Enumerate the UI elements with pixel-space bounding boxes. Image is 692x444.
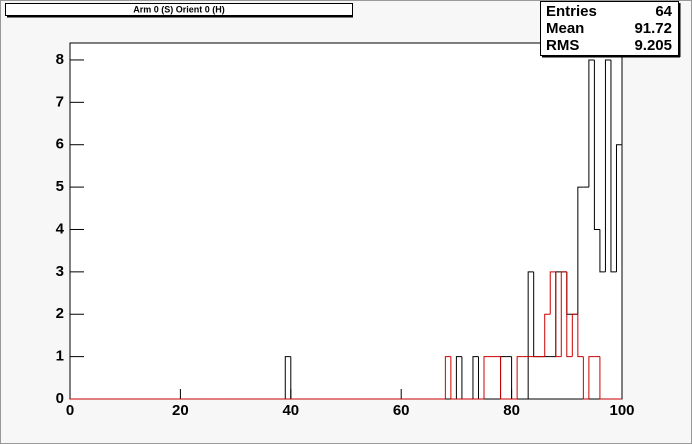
histogram-bin bbox=[472, 356, 479, 399]
histogram-bin bbox=[599, 356, 606, 400]
x-tick-label: 40 bbox=[282, 402, 299, 419]
stats-box bbox=[540, 1, 679, 56]
y-tick-label: 7 bbox=[56, 93, 64, 110]
x-tick-label: 100 bbox=[609, 402, 634, 419]
x-tick-label: 60 bbox=[393, 402, 410, 419]
histogram-bin bbox=[588, 356, 595, 399]
histogram-bin bbox=[604, 59, 611, 272]
histogram-bin bbox=[549, 271, 556, 315]
y-tick-label: 0 bbox=[56, 390, 64, 407]
y-tick-label: 6 bbox=[56, 136, 64, 153]
histogram-bin bbox=[444, 356, 451, 399]
histogram-bin bbox=[560, 271, 567, 357]
histogram-bin bbox=[577, 186, 584, 315]
y-tick-label: 4 bbox=[56, 220, 65, 237]
histogram-bin bbox=[516, 356, 523, 399]
stat-value: 64 bbox=[655, 3, 672, 20]
stat-value: 9.205 bbox=[634, 37, 672, 54]
histogram-bin bbox=[582, 356, 589, 400]
histogram-bin bbox=[483, 356, 490, 399]
histogram-bin bbox=[544, 313, 551, 357]
chart-title: Arm 0 (S) Orient 0 (H) bbox=[133, 4, 225, 14]
x-tick-label: 20 bbox=[172, 402, 189, 419]
histogram-bin bbox=[500, 356, 507, 400]
histogram-bin bbox=[593, 59, 600, 230]
histogram-bin bbox=[577, 314, 584, 358]
histogram-bin bbox=[450, 356, 457, 400]
stat-label: RMS bbox=[546, 37, 579, 54]
histogram-bin bbox=[455, 356, 462, 399]
x-tick-label: 80 bbox=[503, 402, 520, 419]
histogram-bin bbox=[588, 59, 595, 188]
histogram-bin bbox=[571, 313, 578, 357]
histogram-bin bbox=[555, 271, 562, 358]
plot-frame bbox=[69, 42, 623, 400]
y-tick-label: 2 bbox=[56, 305, 64, 322]
stat-label: Mean bbox=[546, 20, 584, 37]
x-tick-label: 0 bbox=[66, 402, 74, 419]
y-tick-label: 3 bbox=[56, 263, 64, 280]
y-tick-label: 1 bbox=[56, 348, 64, 365]
y-tick-label: 5 bbox=[56, 178, 64, 195]
histogram-bin bbox=[566, 271, 573, 358]
stat-value: 91.72 bbox=[634, 20, 672, 37]
histogram-bin bbox=[599, 229, 606, 273]
y-tick-label: 8 bbox=[56, 51, 64, 68]
histogram-bin bbox=[610, 59, 617, 273]
histogram-bin bbox=[284, 356, 291, 399]
stat-label: Entries bbox=[546, 3, 597, 20]
histogram-bin bbox=[615, 144, 623, 399]
